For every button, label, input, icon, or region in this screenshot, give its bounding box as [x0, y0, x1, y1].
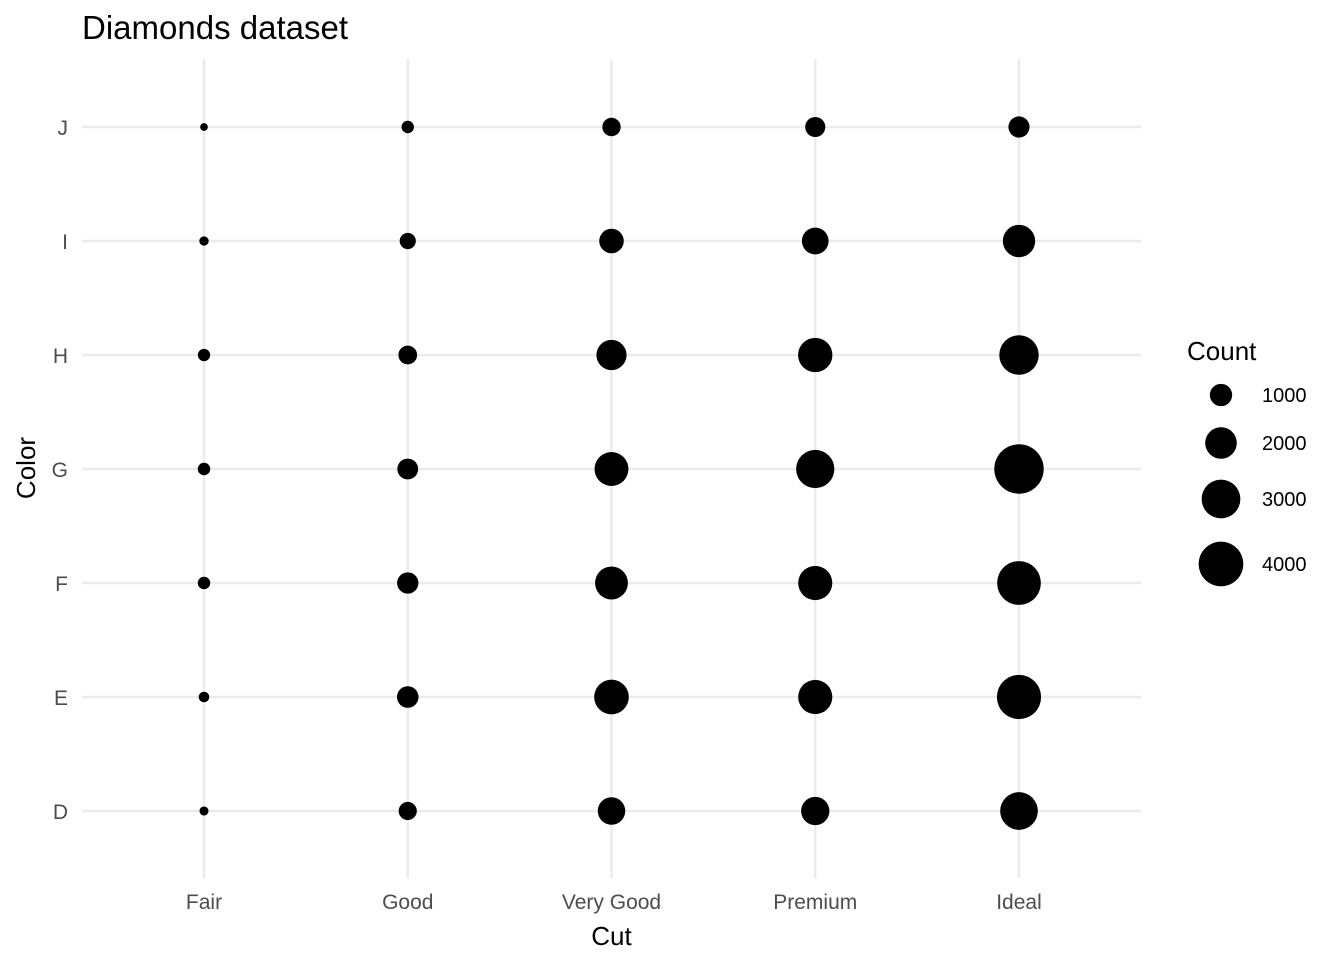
- point-very-good-j: [602, 118, 620, 136]
- y-tick-label: I: [62, 231, 68, 254]
- y-tick-label: F: [55, 573, 68, 596]
- x-tick-label: Very Good: [562, 891, 661, 914]
- legend-label-4000: 4000: [1262, 554, 1307, 576]
- legend-label-2000: 2000: [1262, 433, 1307, 455]
- size-legend: Count 1000 2000 3000 4000: [1187, 336, 1307, 586]
- y-tick-label: J: [58, 117, 69, 140]
- point-premium-f: [798, 566, 832, 600]
- point-fair-g: [198, 463, 211, 476]
- legend-label-1000: 1000: [1262, 385, 1307, 407]
- chart-title: Diamonds dataset: [82, 9, 348, 46]
- point-good-d: [399, 802, 417, 820]
- point-good-h: [398, 346, 417, 365]
- point-fair-e: [199, 692, 210, 703]
- point-very-good-g: [595, 452, 629, 486]
- point-very-good-f: [595, 567, 628, 600]
- point-good-j: [402, 121, 414, 133]
- point-fair-f: [198, 577, 210, 589]
- x-tick-label: Premium: [773, 891, 857, 914]
- x-axis-title: Cut: [591, 921, 632, 951]
- x-tick-label: Good: [382, 891, 433, 914]
- legend-key-2000: [1205, 427, 1237, 459]
- point-fair-h: [198, 349, 210, 361]
- data-points: [198, 116, 1044, 829]
- point-ideal-i: [1003, 225, 1035, 257]
- y-tick-label: E: [54, 687, 68, 710]
- point-premium-h: [798, 338, 832, 372]
- point-very-good-h: [596, 340, 626, 370]
- y-tick-label: G: [52, 459, 68, 482]
- point-good-g: [397, 459, 418, 480]
- point-good-i: [400, 233, 416, 249]
- x-tick-label: Fair: [186, 891, 222, 914]
- point-ideal-d: [1000, 792, 1038, 830]
- point-premium-i: [802, 228, 829, 255]
- x-tick-label: Ideal: [996, 891, 1042, 914]
- point-ideal-g: [994, 444, 1043, 493]
- point-very-good-e: [594, 680, 629, 715]
- point-fair-j: [200, 123, 208, 131]
- point-fair-d: [199, 806, 208, 815]
- legend-key-1000: [1210, 384, 1232, 406]
- y-tick-label: D: [53, 801, 68, 824]
- y-axis-ticks: D E F G H I J: [52, 117, 68, 824]
- legend-key-3000: [1202, 480, 1241, 519]
- y-axis-title: Color: [11, 437, 41, 499]
- point-ideal-f: [997, 561, 1041, 605]
- point-fair-i: [199, 236, 208, 245]
- x-axis-ticks: Fair Good Very Good Premium Ideal: [186, 891, 1042, 914]
- point-premium-g: [796, 450, 834, 488]
- point-premium-j: [805, 117, 825, 137]
- point-very-good-i: [599, 229, 624, 254]
- point-ideal-j: [1008, 116, 1029, 137]
- point-premium-e: [798, 680, 832, 714]
- legend-label-3000: 3000: [1262, 489, 1307, 511]
- point-good-f: [397, 572, 418, 593]
- y-tick-label: H: [53, 345, 68, 368]
- point-premium-d: [801, 797, 829, 825]
- point-good-e: [397, 686, 419, 708]
- point-ideal-e: [997, 675, 1041, 719]
- legend-title: Count: [1187, 336, 1257, 366]
- point-very-good-d: [598, 797, 626, 825]
- point-ideal-h: [999, 335, 1038, 374]
- legend-key-4000: [1199, 542, 1244, 587]
